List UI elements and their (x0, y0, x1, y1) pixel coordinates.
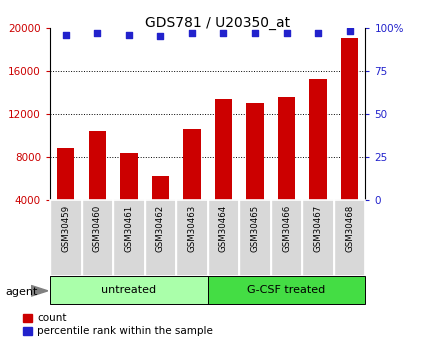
Bar (57, 148, 74, 243)
Bar (207, 200, 239, 276)
Bar (113, 200, 144, 276)
Text: GDS781 / U20350_at: GDS781 / U20350_at (145, 16, 289, 30)
Bar (340, 38, 358, 243)
Bar (50, 200, 82, 276)
Bar (214, 99, 232, 243)
Point (314, 30, 321, 36)
Text: GSM30461: GSM30461 (124, 205, 133, 252)
Point (220, 30, 227, 36)
Bar (82, 200, 113, 276)
Bar (246, 103, 263, 243)
Bar (333, 200, 365, 276)
Bar (277, 97, 295, 243)
Text: GSM30463: GSM30463 (187, 205, 196, 252)
Text: GSM30462: GSM30462 (155, 205, 164, 252)
Bar (89, 131, 106, 243)
Bar (176, 200, 207, 276)
Bar (120, 152, 137, 243)
Text: untreated: untreated (101, 285, 156, 295)
Bar (302, 200, 333, 276)
Text: GSM30465: GSM30465 (250, 205, 259, 252)
Bar (207, 276, 365, 304)
Text: G-CSF treated: G-CSF treated (247, 285, 325, 295)
Text: GSM30467: GSM30467 (313, 205, 322, 252)
Point (125, 32, 132, 37)
Point (251, 30, 258, 36)
Text: GSM30464: GSM30464 (218, 205, 227, 252)
Legend: count, percentile rank within the sample: count, percentile rank within the sample (23, 313, 213, 336)
Text: agent: agent (5, 287, 37, 296)
Point (345, 28, 352, 34)
Point (157, 33, 164, 39)
Bar (309, 79, 326, 243)
Point (188, 30, 195, 36)
Bar (239, 200, 270, 276)
Bar (144, 200, 176, 276)
Bar (270, 200, 302, 276)
Point (62, 32, 69, 37)
Point (283, 30, 289, 36)
Point (94, 30, 101, 36)
Text: GSM30460: GSM30460 (92, 205, 102, 252)
Bar (50, 276, 207, 304)
Text: GSM30459: GSM30459 (61, 205, 70, 252)
Bar (151, 176, 169, 243)
Bar (183, 129, 200, 243)
Text: GSM30466: GSM30466 (281, 205, 290, 252)
Text: GSM30468: GSM30468 (344, 205, 353, 252)
Polygon shape (31, 286, 48, 296)
